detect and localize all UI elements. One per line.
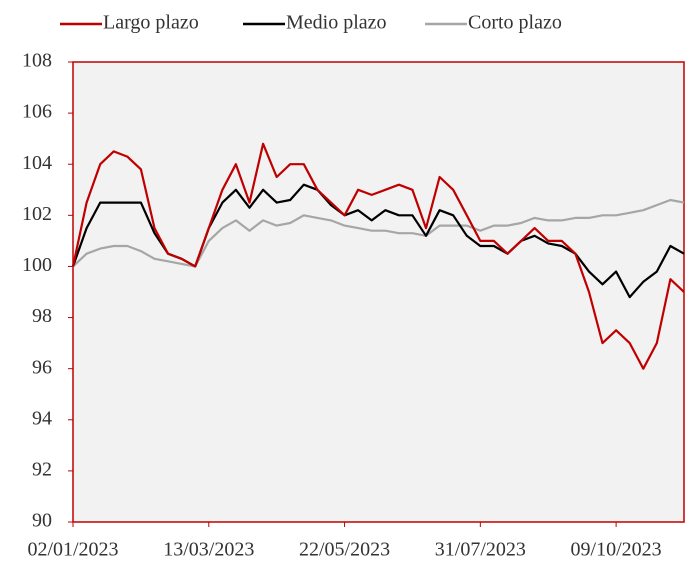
plot-area [72, 61, 685, 523]
y-tick-label: 108 [22, 50, 52, 72]
y-tick-label: 96 [32, 356, 52, 378]
line [72, 198, 685, 268]
x-tick-label: 13/03/2023 [163, 539, 254, 561]
y-tick-label: 90 [32, 510, 52, 532]
x-tick-label: 09/10/2023 [571, 539, 662, 561]
y-tick-label: 106 [22, 101, 52, 123]
y-tick-label: 100 [22, 254, 52, 276]
legend-label: Corto plazo [468, 12, 562, 34]
x-tick-label: 22/05/2023 [299, 539, 390, 561]
y-tick-label: 92 [32, 458, 52, 480]
y-tick-label: 98 [32, 305, 52, 327]
x-tick-label: 31/07/2023 [435, 539, 526, 561]
line [71, 142, 685, 370]
y-tick-label: 104 [22, 152, 52, 174]
legend-label: Largo plazo [103, 12, 199, 34]
x-tick-label: 02/01/2023 [27, 539, 118, 561]
legend-label: Medio plazo [286, 12, 387, 34]
y-tick-label: 102 [22, 203, 52, 225]
y-tick-label: 94 [32, 407, 52, 429]
